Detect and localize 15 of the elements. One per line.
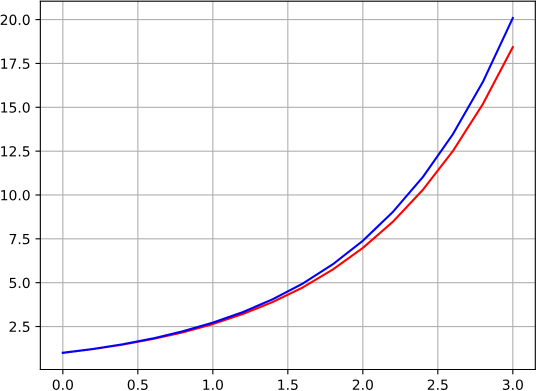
- y-tick-label: 17.5: [1, 58, 30, 69]
- x-tick-label: 2.0: [352, 379, 373, 390]
- y-tick-label: 10.0: [1, 190, 30, 200]
- y-tick-label: 20.0: [0, 14, 30, 26]
- y-tick-label: 5.0: [10, 278, 30, 288]
- x-tick-label: 3.0: [502, 379, 523, 390]
- y-tick-label: 12.5: [1, 146, 30, 157]
- x-tick-label: 1.0: [203, 379, 223, 390]
- x-tick-label: 2.5: [428, 379, 448, 390]
- y-tick-label: 15.0: [1, 102, 30, 113]
- y-tick-label: 2.5: [10, 321, 30, 332]
- x-tick-label: 0.0: [52, 379, 73, 390]
- x-tick-label: 1.5: [278, 380, 298, 390]
- x-tick-label: 0.5: [128, 379, 148, 390]
- y-tick-label: 7.5: [10, 234, 30, 244]
